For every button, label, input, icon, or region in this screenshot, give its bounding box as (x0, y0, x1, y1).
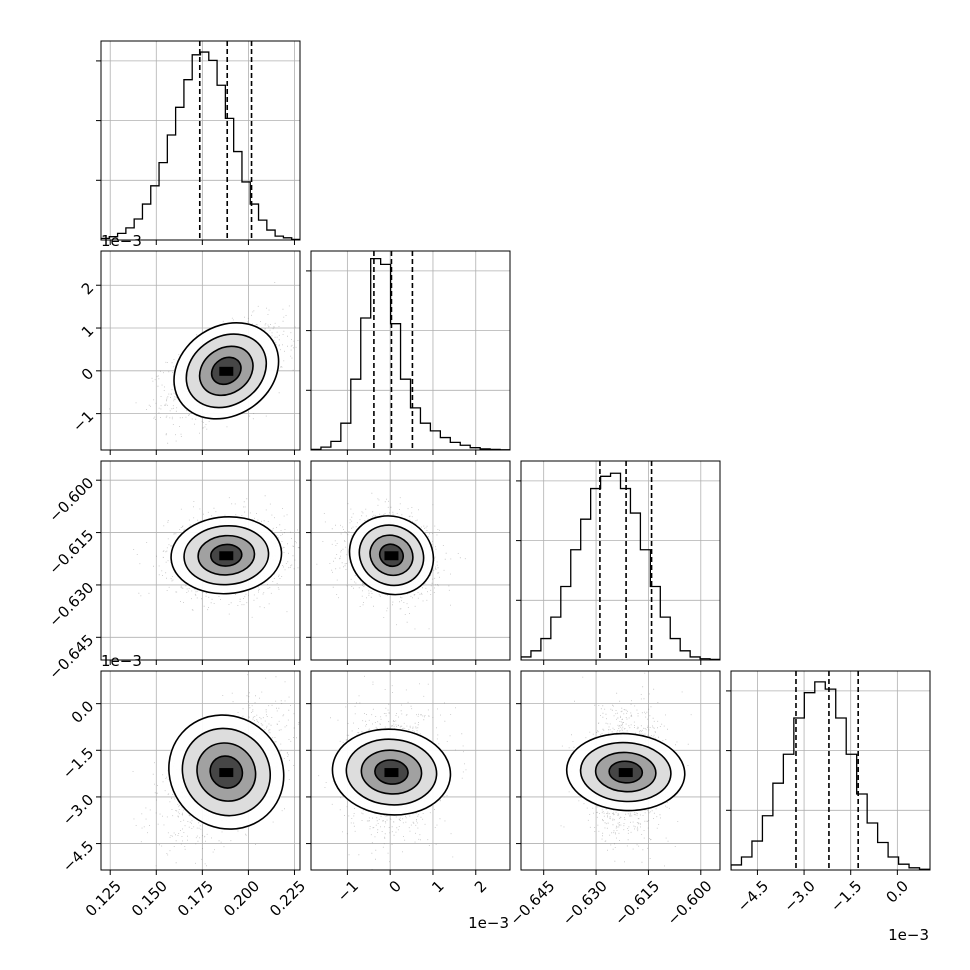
tick-label-x: −0.615 (611, 877, 663, 929)
tick-label-y: 0.0 (68, 697, 98, 727)
histogram-3 (731, 681, 930, 870)
contour-line (168, 714, 285, 830)
density-peak (384, 768, 399, 778)
contour-line (196, 742, 257, 802)
contour-line (345, 738, 438, 806)
histogram-1 (311, 258, 510, 450)
contour-line (348, 515, 435, 596)
tick-label-x: −0.600 (664, 877, 716, 929)
tick-label-y: −1 (69, 407, 97, 435)
contour-line (369, 534, 414, 577)
tick-label-y: −0.630 (45, 579, 97, 631)
panel-diag-1 (306, 250, 511, 451)
histogram-2 (521, 472, 720, 660)
tick-label-y: −0.645 (45, 631, 97, 683)
panel-body (521, 671, 720, 870)
density-peak (219, 551, 234, 561)
contour-line (331, 728, 452, 816)
density-peak (219, 768, 234, 778)
panel-1-0 (100, 250, 301, 451)
contour-line (374, 759, 409, 785)
panel-3-1 (310, 670, 511, 871)
panel-3-2 (520, 670, 721, 871)
density-peak (384, 551, 399, 561)
tick-label-x: 0.225 (266, 877, 309, 920)
panels: 0.125 0.150 0.175 0.200 0.225 −1 0 1 2 −0.645 −0.6… (45, 40, 931, 929)
tick-label-x: 0.150 (128, 877, 171, 920)
tick-label-y: −0.600 (45, 474, 97, 526)
density-peak (219, 366, 234, 376)
tick-label-x: 0.125 (82, 877, 125, 920)
tick-label-y: −4.5 (59, 837, 97, 875)
frame (520, 670, 721, 871)
contour-line (198, 345, 254, 397)
panel-body (311, 671, 510, 870)
panel-body (101, 671, 300, 870)
contour-line (378, 543, 405, 568)
contour-line (170, 515, 283, 595)
contour-line (185, 333, 268, 409)
frame (520, 460, 721, 661)
scatter-points (133, 495, 300, 618)
contour-line (358, 524, 425, 587)
panel-diag-2 (516, 460, 721, 661)
frame (310, 250, 511, 451)
tick-label-x: 0.200 (220, 877, 263, 920)
contour-line (565, 732, 686, 812)
tick-label-x: 0.175 (174, 877, 217, 920)
tick-label-y: 2 (78, 279, 97, 298)
panel-diag-3 (726, 670, 931, 871)
frame (730, 670, 931, 871)
tick-label-x: 0 (385, 877, 404, 896)
panel-2-0 (100, 460, 301, 661)
offset-label-p1-x: 1e−3 (468, 914, 509, 932)
tick-label-x: −4.5 (734, 877, 772, 915)
tick-label-y: 0 (78, 364, 97, 383)
contour-line (209, 755, 244, 789)
frame (100, 460, 301, 661)
offset-label-p3-y: 1e−3 (101, 652, 142, 670)
contour-line (173, 322, 280, 420)
contour-line (608, 760, 644, 784)
panel-body (311, 461, 510, 660)
contour-line (197, 534, 256, 576)
contour-line (360, 749, 423, 795)
contour-line (594, 751, 657, 793)
tick-label-x: −0.645 (506, 877, 558, 929)
contour-line (210, 543, 243, 567)
panel-diag-0 (96, 40, 301, 241)
tick-label-x: −1.5 (827, 877, 865, 915)
tick-label-y: −0.615 (45, 526, 97, 578)
tick-label-x: −3.0 (780, 877, 818, 915)
offset-label-p1-y: 1e−3 (101, 232, 142, 250)
panel-body (101, 461, 300, 660)
tick-label-x: −1 (334, 877, 362, 905)
tick-label-x: −0.630 (559, 877, 611, 929)
tick-label-y: −3.0 (59, 791, 97, 829)
panel-body (101, 251, 300, 450)
tick-label-x: 1 (428, 877, 447, 896)
frame (310, 460, 511, 661)
tick-label-x: 0.0 (883, 877, 913, 907)
contour-line (183, 525, 270, 586)
contour-line (210, 356, 242, 386)
frame (100, 250, 301, 451)
tick-label-y: −1.5 (59, 744, 97, 782)
frame (310, 670, 511, 871)
tick-label-y: 1 (78, 322, 97, 341)
contour-line (579, 741, 672, 803)
panel-2-1 (310, 460, 511, 661)
frame (100, 40, 301, 241)
offset-label-p3-x: 1e−3 (888, 926, 929, 944)
frame (100, 670, 301, 871)
panel-3-0 (100, 670, 301, 871)
contour-line (181, 727, 272, 817)
density-peak (618, 768, 633, 778)
tick-label-x: 2 (471, 877, 490, 896)
